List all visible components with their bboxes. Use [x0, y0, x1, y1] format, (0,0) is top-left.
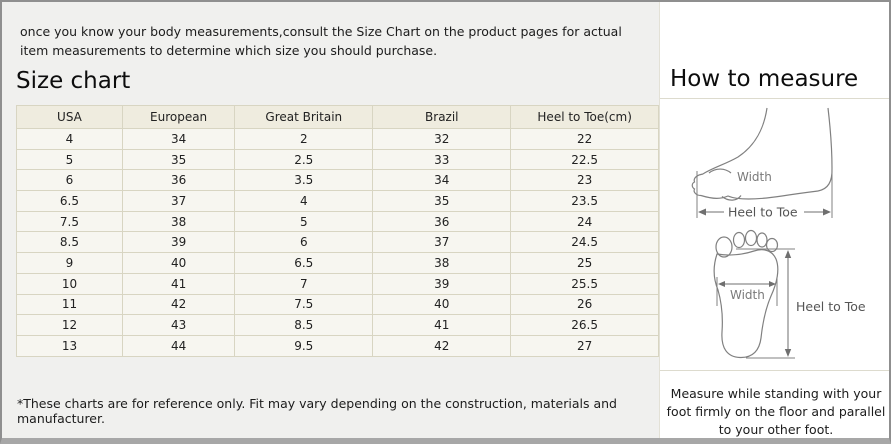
size-cell: 39 — [121, 231, 236, 254]
size-cell: 35 — [121, 148, 236, 171]
how-to-measure-title: How to measure — [670, 66, 859, 92]
size-cell: 43 — [121, 314, 236, 336]
measure-note-box: Measure while standing with your foot fi… — [660, 370, 889, 438]
size-cell: 42 — [372, 334, 512, 357]
table-row: 13 44 9.5 42 27 — [16, 334, 659, 357]
table-row: 8.5 39 6 37 24.5 — [16, 231, 659, 254]
size-cell: 8.5 — [234, 314, 374, 336]
footprint-dimensions: Width Heel to Toe — [716, 248, 866, 359]
size-cell: 23.5 — [510, 190, 659, 212]
measure-note-text: Measure while standing with your foot fi… — [666, 386, 886, 437]
size-cell: 7 — [234, 272, 374, 295]
size-cell: 22.5 — [510, 148, 659, 171]
size-cell: 24 — [510, 210, 659, 233]
size-chart-footnote: *These charts are for reference only. Fi… — [17, 396, 617, 426]
table-row: 11 42 7.5 40 26 — [16, 293, 659, 316]
size-cell: 34 — [121, 128, 236, 150]
foot-diagrams-svg: Width Heel to Toe — [691, 107, 866, 359]
size-cell: 7.5 — [16, 210, 123, 233]
size-cell: 2 — [234, 128, 374, 150]
size-cell: 33 — [372, 148, 512, 171]
size-cell: 40 — [121, 252, 236, 274]
size-cell: 42 — [121, 293, 236, 316]
how-to-measure-section: How to measure — [659, 2, 889, 438]
size-cell: 37 — [121, 190, 236, 212]
side-width-label: Width — [737, 170, 772, 184]
side-heel-to-toe-label: Heel to Toe — [728, 205, 798, 220]
size-cell: 26.5 — [510, 314, 659, 336]
how-to-measure-header: How to measure — [660, 2, 889, 99]
size-cell: 40 — [372, 293, 512, 316]
size-cell: 6.5 — [234, 252, 374, 274]
side-view-dimensions: Width Heel to Toe — [696, 170, 833, 220]
size-chart-title: Size chart — [16, 68, 131, 94]
measure-diagrams: Width Heel to Toe — [660, 100, 889, 370]
size-cell: 44 — [121, 334, 236, 357]
size-cell: 9.5 — [234, 334, 374, 357]
size-cell: 6 — [16, 169, 123, 192]
intro-text: once you know your body measurements,con… — [20, 24, 622, 58]
foot-side-diagram — [691, 107, 833, 201]
column-header: Great Britain — [234, 105, 374, 129]
size-cell: 37 — [372, 231, 512, 254]
footprint-width-label: Width — [730, 288, 765, 302]
size-cell: 38 — [372, 252, 512, 274]
footprint-heel-to-toe-label: Heel to Toe — [796, 299, 866, 314]
table-row: 12 43 8.5 41 26.5 — [16, 314, 659, 336]
size-cell: 25.5 — [510, 272, 659, 295]
size-cell: 2.5 — [234, 148, 374, 171]
size-cell: 38 — [121, 210, 236, 233]
table-row: 10 41 7 39 25.5 — [16, 272, 659, 295]
table-header-row: USA European Great Britain Brazil Heel to To… — [16, 105, 659, 129]
size-cell: 3.5 — [234, 169, 374, 192]
size-cell: 22 — [510, 128, 659, 150]
size-cell: 5 — [16, 148, 123, 171]
size-cell: 6.5 — [16, 190, 123, 212]
column-header: Heel to Toe(cm) — [510, 105, 659, 129]
size-cell: 12 — [16, 314, 123, 336]
size-cell: 10 — [16, 272, 123, 295]
size-cell: 25 — [510, 252, 659, 274]
size-cell: 4 — [234, 190, 374, 212]
table-row: 6 36 3.5 34 23 — [16, 169, 659, 192]
size-cell: 41 — [372, 314, 512, 336]
size-cell: 13 — [16, 334, 123, 357]
size-cell: 26 — [510, 293, 659, 316]
size-cell: 35 — [372, 190, 512, 212]
column-header: USA — [16, 105, 123, 129]
column-header: Brazil — [372, 105, 512, 129]
size-cell: 11 — [16, 293, 123, 316]
table-row: 9 40 6.5 38 25 — [16, 252, 659, 274]
size-chart-section: once you know your body measurements,con… — [2, 2, 659, 438]
size-cell: 4 — [16, 128, 123, 150]
size-cell: 41 — [121, 272, 236, 295]
size-cell: 36 — [121, 169, 236, 192]
size-cell: 5 — [234, 210, 374, 233]
size-cell: 6 — [234, 231, 374, 254]
size-cell: 32 — [372, 128, 512, 150]
table-row: 5 35 2.5 33 22.5 — [16, 148, 659, 171]
size-chart-table: USA European Great Britain Brazil Heel to To… — [16, 105, 659, 357]
size-cell: 27 — [510, 334, 659, 357]
size-cell: 34 — [372, 169, 512, 192]
footprint-diagram — [713, 229, 779, 359]
table-row: 4 34 2 32 22 — [16, 128, 659, 150]
size-cell: 36 — [372, 210, 512, 233]
size-cell: 23 — [510, 169, 659, 192]
size-cell: 39 — [372, 272, 512, 295]
table-row: 6.5 37 4 35 23.5 — [16, 190, 659, 212]
column-header: European — [121, 105, 236, 129]
size-cell: 9 — [16, 252, 123, 274]
table-row: 7.5 38 5 36 24 — [16, 210, 659, 233]
size-cell: 8.5 — [16, 231, 123, 254]
size-cell: 24.5 — [510, 231, 659, 254]
size-cell: 7.5 — [234, 293, 374, 316]
